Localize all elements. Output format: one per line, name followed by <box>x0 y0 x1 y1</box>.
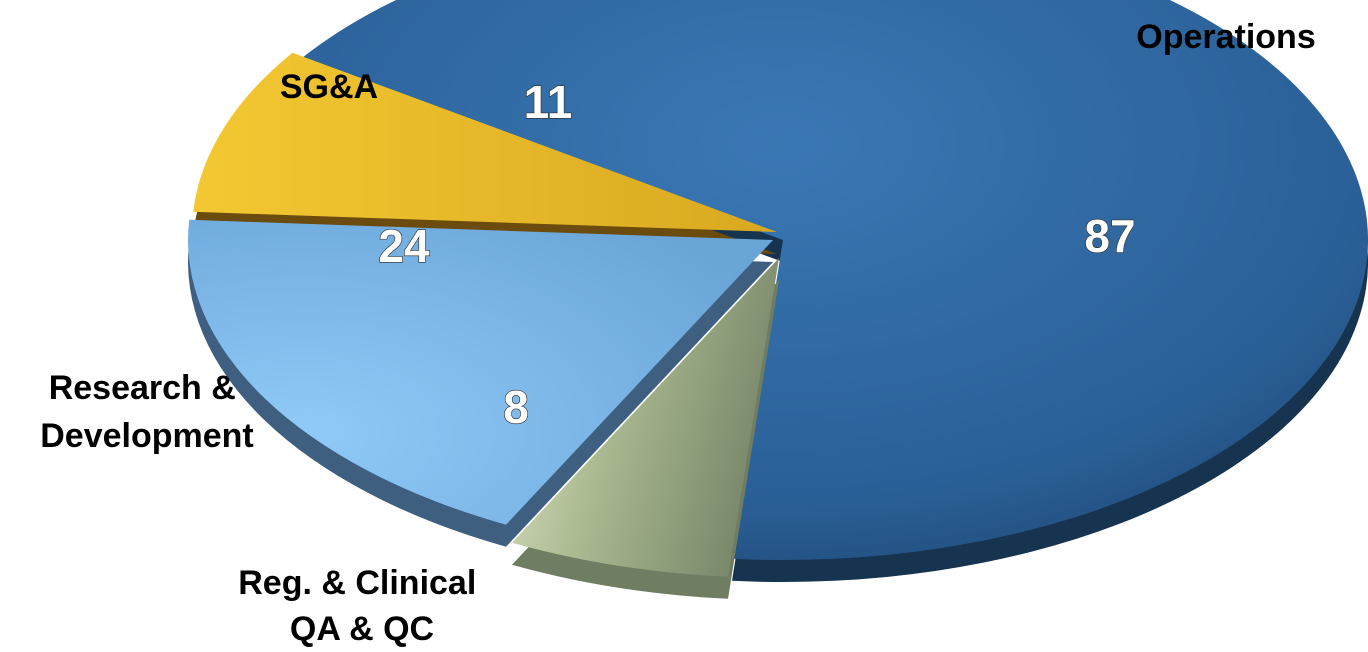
category-label-research-development: Research & Development <box>40 369 254 455</box>
category-label-sga-line-1: SG&A <box>280 68 378 106</box>
category-label-operations-line-1: Operations <box>1136 18 1315 56</box>
category-label-reg-clinical-line-1: Reg. & Clinical <box>238 564 476 602</box>
value-label-operations: 87 <box>1084 210 1135 262</box>
category-label-sga: SG&A <box>280 68 378 106</box>
category-label-research-development-line-1: Research & <box>49 369 236 407</box>
pie-slice-operations <box>298 0 1368 560</box>
pie-slice-reg-clinical <box>512 258 779 577</box>
value-label-reg-clinical: 8 <box>503 381 529 433</box>
category-label-reg-clinical-line-2: QA & QC <box>290 610 434 648</box>
pie-slice-research-development <box>188 219 774 525</box>
category-label-operations: Operations <box>1136 18 1315 56</box>
category-label-research-development-line-2: Development <box>40 417 254 455</box>
pie-slice-sga <box>193 52 777 233</box>
category-label-reg-clinical: Reg. & Clinical QA & QC <box>238 564 486 648</box>
pie-slices <box>188 0 1368 599</box>
value-label-research-development: 24 <box>378 220 430 272</box>
value-label-sga: 11 <box>524 76 573 128</box>
